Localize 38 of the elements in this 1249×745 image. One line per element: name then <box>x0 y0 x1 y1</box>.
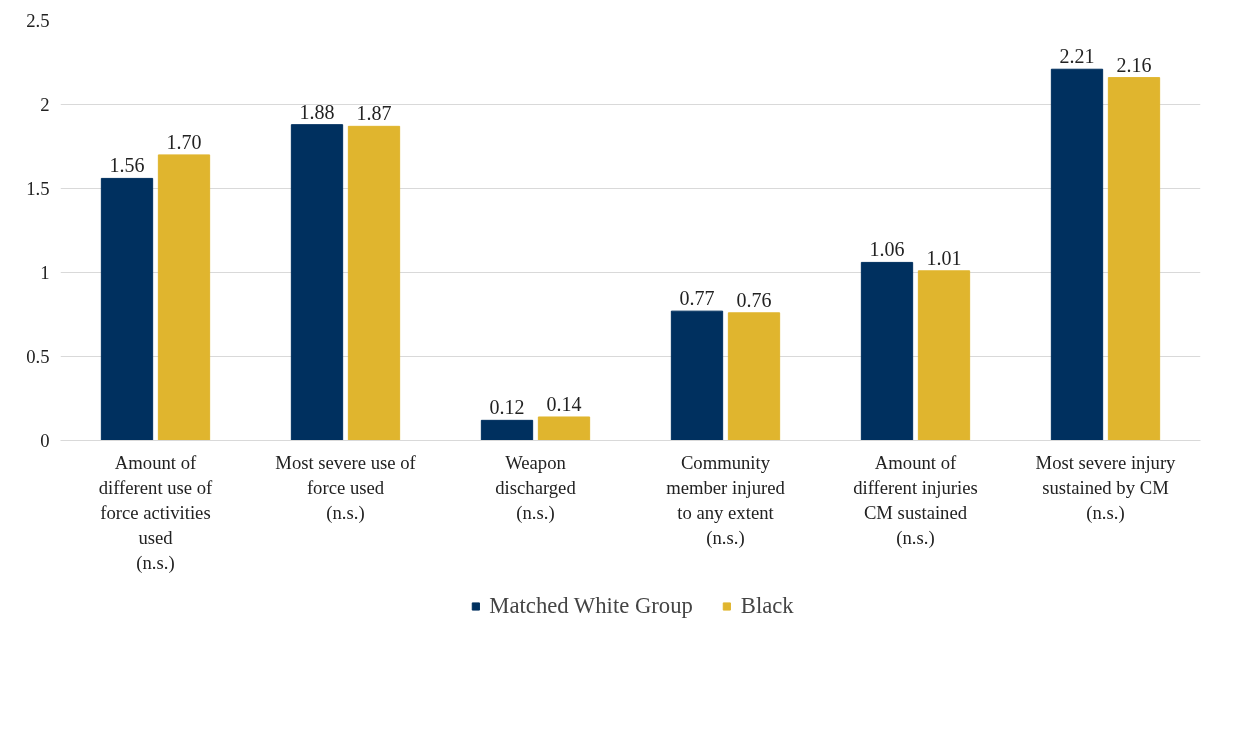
y-tick-label: 1 <box>40 262 50 283</box>
x-tick-label: Amount of different use of force activities used (n.s.) <box>98 451 214 575</box>
bar <box>157 154 211 441</box>
x-tick-label: Amount of different injuries CM sustained (n.s.) <box>853 451 978 550</box>
data-label: 0.76 <box>736 288 772 311</box>
data-label: 1.70 <box>166 130 202 153</box>
bar <box>670 310 724 441</box>
data-label: 1.56 <box>109 154 145 177</box>
data-label: 0.77 <box>679 287 715 310</box>
legend-label: Black <box>740 593 794 619</box>
data-label: 2.21 <box>1059 45 1095 68</box>
bar <box>290 124 344 441</box>
data-label: 2.16 <box>1116 53 1152 76</box>
data-label: 1.06 <box>869 238 905 261</box>
y-tick-label: 2.5 <box>26 10 50 31</box>
data-label: 0.12 <box>489 396 525 419</box>
y-tick-label: 0 <box>40 430 50 451</box>
bar <box>727 312 781 441</box>
y-tick-label: 0.5 <box>26 346 50 367</box>
bar <box>537 416 591 441</box>
y-tick-label: 2 <box>40 94 50 115</box>
x-tick-label: Community member injured to any extent (n.s.) <box>666 451 786 550</box>
x-tick-label: Most severe use of force used (n.s.) <box>275 451 417 524</box>
bar <box>100 177 154 441</box>
bar <box>1107 77 1161 441</box>
bar <box>1050 68 1104 441</box>
y-tick-label: 1.5 <box>26 178 50 199</box>
bar <box>347 125 401 441</box>
data-label: 1.88 <box>299 100 335 123</box>
data-label: 1.87 <box>356 102 392 125</box>
bar <box>480 419 534 441</box>
x-tick-label: Weapon discharged (n.s.) <box>495 451 577 524</box>
bar <box>860 261 914 441</box>
bar <box>917 270 971 441</box>
legend-label: Matched White Group <box>489 593 693 619</box>
data-label: 1.01 <box>926 246 962 269</box>
x-tick-label: Most severe injury sustained by CM (n.s.) <box>1035 451 1177 524</box>
data-label: 0.14 <box>546 392 582 415</box>
